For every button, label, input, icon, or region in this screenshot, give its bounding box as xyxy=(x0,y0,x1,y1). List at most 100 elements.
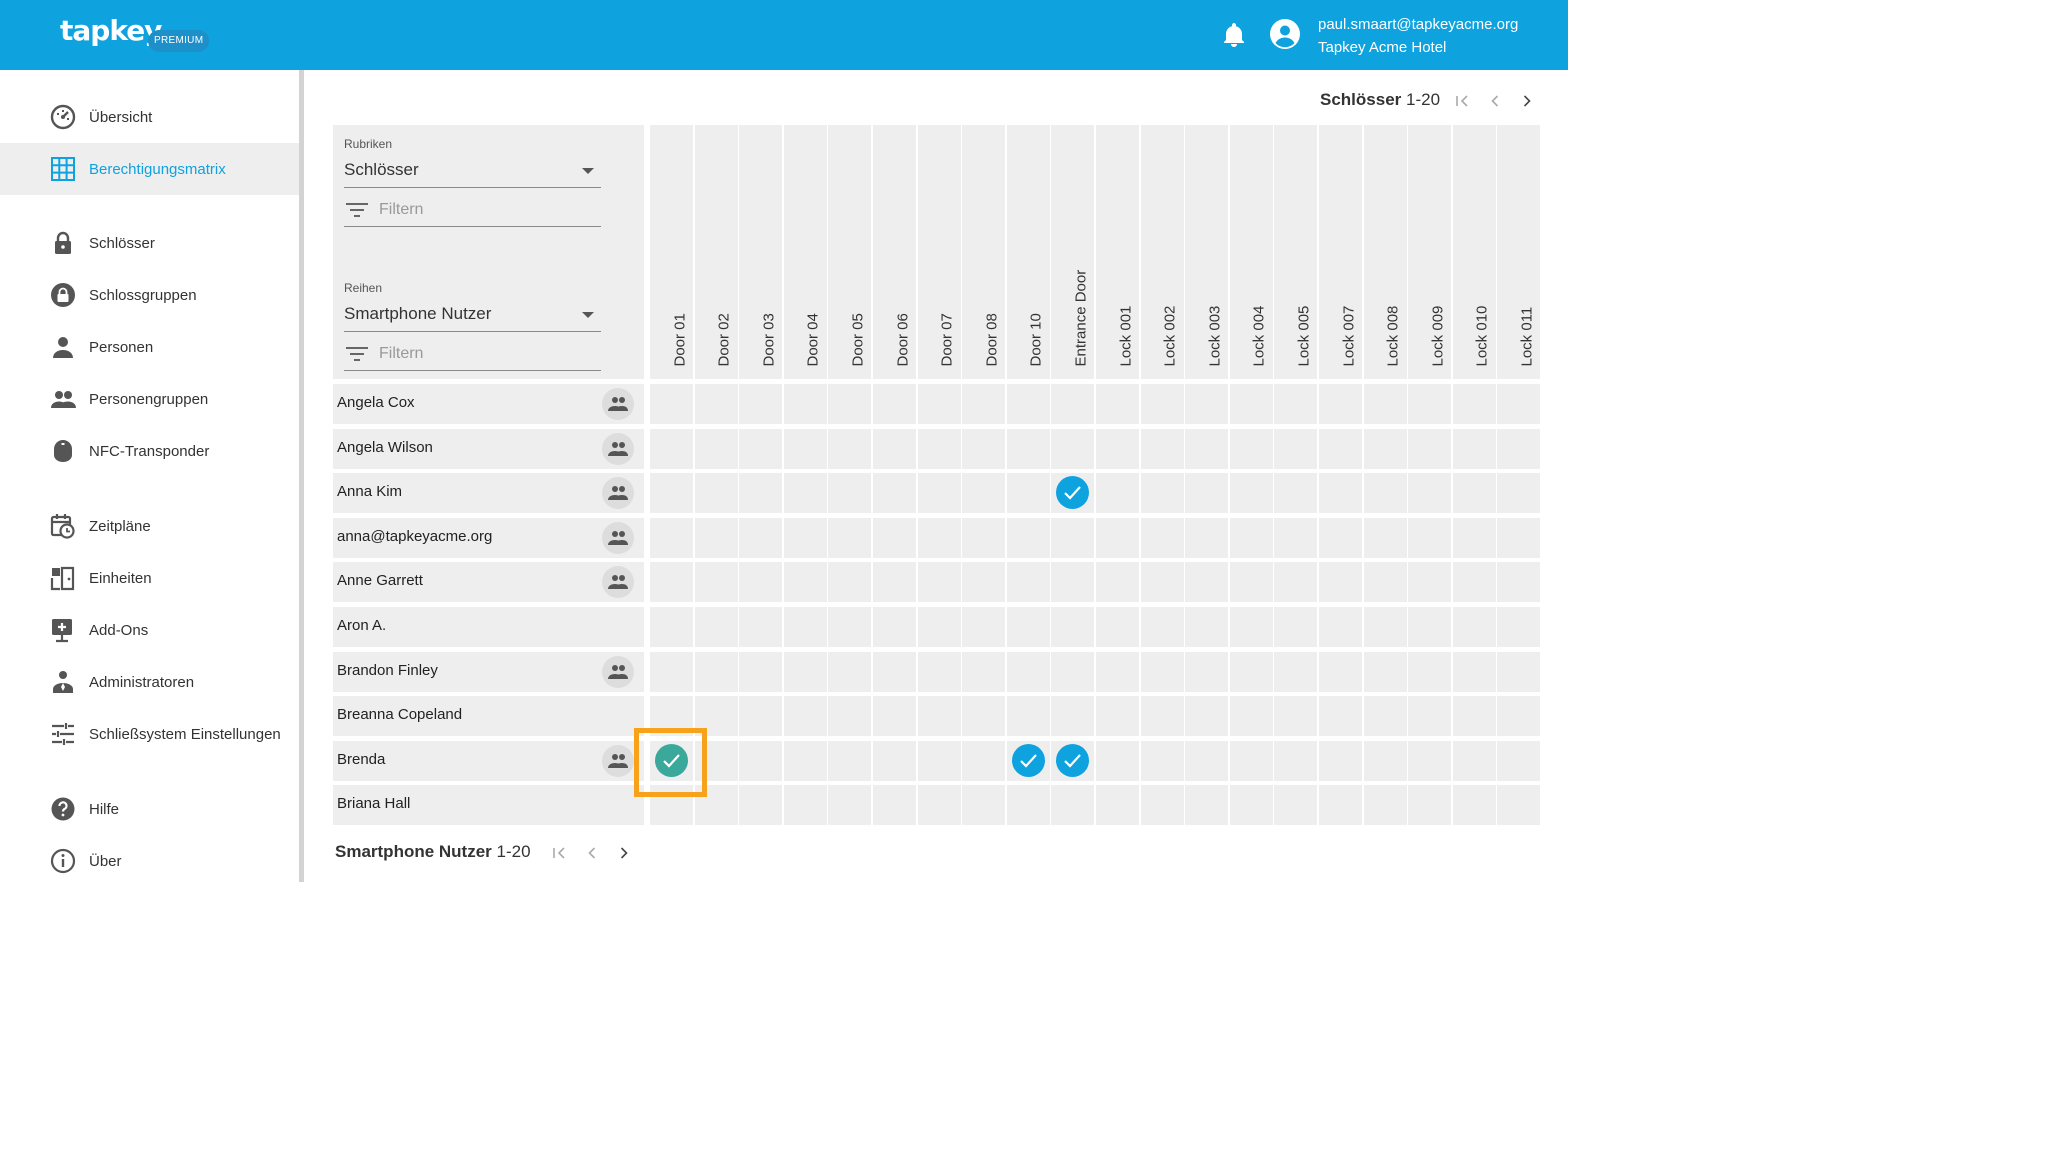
account-circle-icon[interactable] xyxy=(1269,18,1301,50)
permission-cell[interactable] xyxy=(1140,651,1184,692)
permission-cell[interactable] xyxy=(873,473,916,514)
permission-cell[interactable] xyxy=(1051,517,1095,558)
permission-cell[interactable] xyxy=(694,740,738,781)
permission-cell[interactable] xyxy=(962,384,1006,424)
row-header[interactable]: Brenda xyxy=(333,740,644,781)
column-header[interactable]: Lock 009 xyxy=(1408,125,1452,379)
permission-cell[interactable] xyxy=(1096,696,1139,737)
sidebar-item-administratoren[interactable]: Administratoren xyxy=(0,656,299,708)
permission-cell[interactable] xyxy=(1452,740,1496,781)
permission-cell[interactable] xyxy=(739,562,783,603)
permission-cell[interactable] xyxy=(1319,384,1362,424)
permission-cell[interactable] xyxy=(1140,785,1184,826)
permission-cell[interactable] xyxy=(873,651,916,692)
permission-cell[interactable] xyxy=(1229,785,1273,826)
permission-cell[interactable] xyxy=(1006,428,1050,469)
permission-cell[interactable] xyxy=(1096,473,1139,514)
permission-cell[interactable] xyxy=(1185,740,1229,781)
user-email[interactable]: paul.smaart@tapkeyacme.org xyxy=(1318,16,1519,33)
permission-cell[interactable] xyxy=(962,473,1006,514)
rows-previous-page-icon[interactable] xyxy=(582,843,602,863)
permission-cell[interactable] xyxy=(1229,740,1273,781)
rows-dropdown-icon[interactable] xyxy=(582,312,594,318)
column-header[interactable]: Door 08 xyxy=(962,125,1006,379)
permission-cell[interactable] xyxy=(828,740,872,781)
permission-cell[interactable] xyxy=(873,607,916,647)
person-group-icon[interactable] xyxy=(602,388,634,420)
row-header[interactable]: Anne Garrett xyxy=(333,562,644,603)
sidebar-item-über[interactable]: Über xyxy=(0,835,299,887)
permission-cell[interactable] xyxy=(1497,473,1541,514)
permission-cell[interactable] xyxy=(1229,696,1273,737)
permission-cell[interactable] xyxy=(962,785,1006,826)
sidebar-item-schlossgruppen[interactable]: Schlossgruppen xyxy=(0,269,299,321)
permission-cell[interactable] xyxy=(917,384,961,424)
permission-cell[interactable] xyxy=(1140,696,1184,737)
permission-cell[interactable] xyxy=(1408,473,1452,514)
user-organisation[interactable]: Tapkey Acme Hotel xyxy=(1318,39,1447,56)
permission-cell[interactable] xyxy=(1497,651,1541,692)
sidebar-scrollbar[interactable] xyxy=(299,70,304,882)
permission-cell[interactable] xyxy=(1363,517,1407,558)
column-header[interactable]: Lock 008 xyxy=(1363,125,1407,379)
permission-cell[interactable] xyxy=(1408,517,1452,558)
permission-cell[interactable] xyxy=(1006,562,1050,603)
permission-cell[interactable] xyxy=(694,384,738,424)
column-header[interactable]: Door 02 xyxy=(694,125,738,379)
permission-cell[interactable] xyxy=(1497,384,1541,424)
permission-cell[interactable] xyxy=(1006,607,1050,647)
permission-cell[interactable] xyxy=(1408,428,1452,469)
row-header[interactable]: anna@tapkeyacme.org xyxy=(333,517,644,558)
permission-cell[interactable] xyxy=(1452,785,1496,826)
permission-cell[interactable] xyxy=(1274,562,1318,603)
sidebar-item-hilfe[interactable]: Hilfe xyxy=(0,783,299,835)
permission-cell[interactable] xyxy=(1185,517,1229,558)
rows-first-page-icon[interactable] xyxy=(549,843,569,863)
permission-cell[interactable] xyxy=(739,384,783,424)
permission-cell[interactable] xyxy=(1140,607,1184,647)
permission-cell[interactable] xyxy=(828,607,872,647)
permission-check-icon[interactable] xyxy=(655,743,688,777)
permission-cell[interactable] xyxy=(1185,651,1229,692)
sidebar-item-zeitpläne[interactable]: Zeitpläne xyxy=(0,500,299,552)
person-group-icon[interactable] xyxy=(602,655,634,688)
column-header[interactable]: Lock 011 xyxy=(1497,125,1541,379)
permission-cell[interactable] xyxy=(1452,428,1496,469)
permission-cell[interactable] xyxy=(917,428,961,469)
permission-cell[interactable] xyxy=(783,562,827,603)
column-header[interactable]: Door 05 xyxy=(828,125,872,379)
column-header[interactable]: Lock 007 xyxy=(1319,125,1362,379)
permission-cell[interactable] xyxy=(962,651,1006,692)
permission-cell[interactable] xyxy=(1229,607,1273,647)
permission-cell[interactable] xyxy=(739,785,783,826)
permission-cell[interactable] xyxy=(962,740,1006,781)
previous-page-icon[interactable] xyxy=(1485,91,1505,111)
permission-cell[interactable] xyxy=(917,473,961,514)
permission-cell[interactable] xyxy=(1274,651,1318,692)
permission-cell[interactable] xyxy=(1096,384,1139,424)
permission-cell[interactable] xyxy=(1408,740,1452,781)
column-header[interactable]: Lock 003 xyxy=(1185,125,1229,379)
permission-cell[interactable] xyxy=(1363,651,1407,692)
permission-cell[interactable] xyxy=(1274,607,1318,647)
next-page-icon[interactable] xyxy=(1517,91,1537,111)
permission-cell[interactable] xyxy=(1185,607,1229,647)
permission-cell[interactable] xyxy=(1006,384,1050,424)
permission-cell[interactable] xyxy=(1051,651,1095,692)
permission-cell[interactable] xyxy=(1363,384,1407,424)
permission-cell[interactable] xyxy=(828,785,872,826)
permission-cell[interactable] xyxy=(783,384,827,424)
permission-cell[interactable] xyxy=(828,384,872,424)
permission-cell[interactable] xyxy=(783,473,827,514)
permission-cell[interactable] xyxy=(828,651,872,692)
permission-cell[interactable] xyxy=(739,740,783,781)
permission-cell[interactable] xyxy=(650,384,693,424)
person-group-icon[interactable] xyxy=(602,521,634,554)
row-header[interactable]: Angela Cox xyxy=(333,384,644,424)
row-header[interactable]: Brandon Finley xyxy=(333,651,644,692)
permission-cell[interactable] xyxy=(694,473,738,514)
permission-cell[interactable] xyxy=(917,651,961,692)
tapkey-logo[interactable]: tapkey xyxy=(60,14,162,47)
permission-cell[interactable] xyxy=(1452,517,1496,558)
permission-cell[interactable] xyxy=(1006,696,1050,737)
